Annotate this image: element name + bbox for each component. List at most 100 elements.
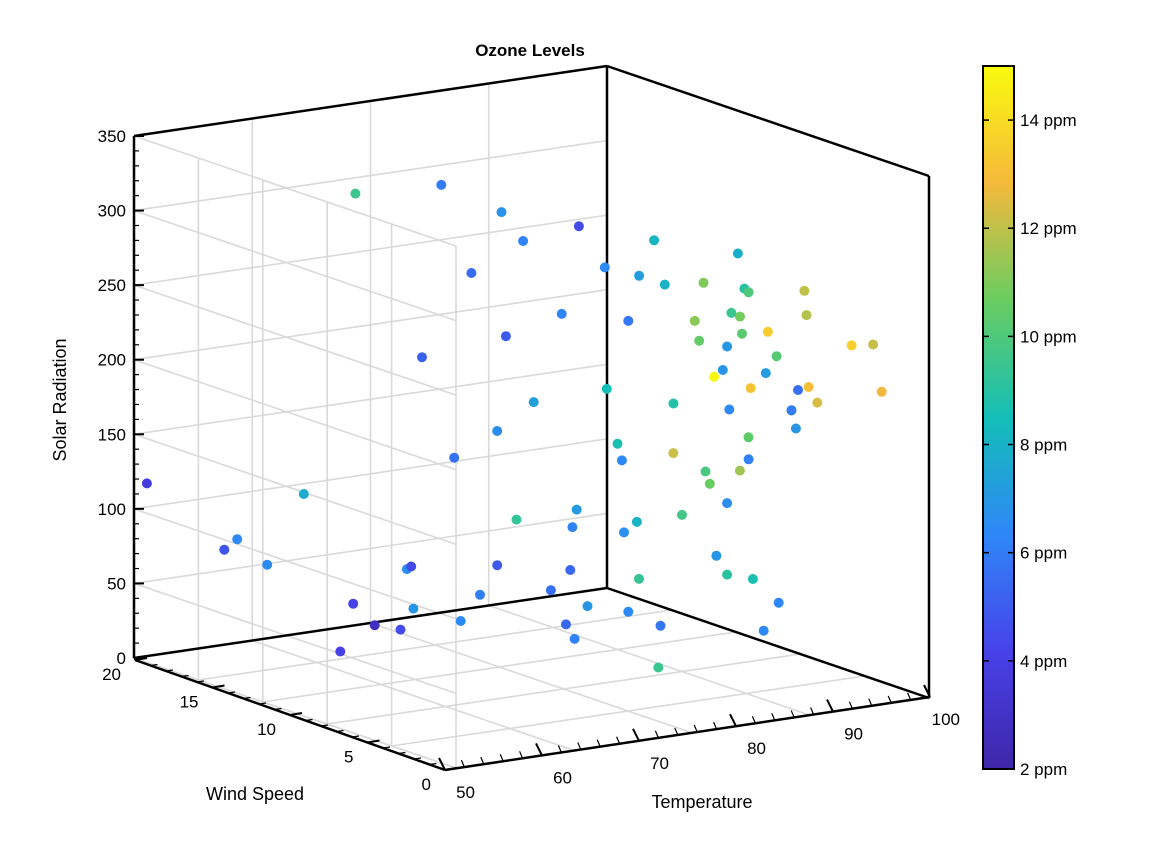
data-point: [616, 455, 627, 466]
z-axis-label: Solar Radiation: [50, 338, 70, 461]
data-point: [634, 270, 645, 281]
data-point: [717, 365, 728, 375]
data-point: [758, 625, 769, 636]
y-tick-label: 15: [180, 693, 199, 712]
data-point: [659, 279, 670, 290]
y-tick: [150, 663, 158, 667]
x-tick: [771, 713, 776, 721]
data-point: [747, 574, 758, 584]
y-tick-label: 20: [102, 665, 121, 684]
data-point: [700, 466, 711, 477]
y-tick: [336, 729, 344, 733]
data-point: [417, 352, 427, 363]
data-point: [219, 544, 230, 555]
axis-ticks: 0 50 100 150 200 250 300 350 0 5 10 15 20 50 60 70 80 90 1…: [98, 127, 960, 802]
data-point: [655, 620, 666, 631]
grid-lines: [133, 65, 930, 769]
x-tick: [577, 742, 582, 750]
grid-line: [133, 358, 457, 471]
x-tick: [616, 736, 621, 744]
data-point: [449, 452, 460, 463]
y-tick: [181, 674, 189, 678]
y-tick: [227, 691, 236, 694]
data-point: [408, 603, 419, 614]
y-tick: [196, 680, 205, 683]
y-tick: [429, 762, 437, 766]
grid-line: [133, 657, 457, 769]
data-point: [743, 432, 754, 443]
data-point: [455, 616, 466, 626]
colorbar-tick-label: 4 ppm: [1020, 652, 1067, 671]
data-point: [709, 371, 720, 382]
y-tick: [351, 735, 360, 738]
data-point: [790, 423, 801, 434]
data-point: [565, 565, 576, 575]
data-point: [492, 426, 503, 436]
data-point: [395, 624, 406, 635]
x-tick: [519, 751, 524, 759]
data-point: [619, 527, 629, 538]
data-point: [406, 561, 417, 572]
data-point: [599, 262, 610, 273]
data-point: [348, 598, 359, 609]
data-point: [803, 382, 814, 392]
data-point: [545, 585, 556, 596]
x-tick: [596, 739, 601, 747]
data-point: [812, 397, 823, 408]
grid-line: [251, 639, 575, 752]
y-tick-label: 5: [344, 748, 353, 767]
data-point: [846, 340, 857, 351]
z-tick-label: 200: [98, 351, 126, 370]
data-point: [141, 478, 152, 489]
x-tick: [438, 757, 446, 771]
data-point: [492, 560, 503, 571]
x-tick: [887, 695, 892, 704]
x-tick: [535, 742, 543, 756]
y-tick: [444, 767, 458, 771]
data-point: [732, 248, 743, 259]
y-tick: [413, 757, 422, 760]
y-tick-label: 10: [257, 720, 276, 739]
x-tick-label: 70: [650, 754, 669, 773]
y-axis-label: Wind Speed: [206, 784, 304, 804]
data-point: [704, 478, 715, 489]
x-tick-label: 80: [747, 739, 766, 758]
data-point: [743, 287, 754, 298]
data-point: [722, 498, 733, 509]
data-point: [561, 619, 571, 630]
colorbar: 2 ppm 4 ppm 6 ppm 8 ppm 10 ppm 12 ppm 14 ppm: [982, 65, 1077, 779]
data-point: [773, 597, 784, 608]
z-tick-label: 0: [117, 649, 126, 668]
data-point: [569, 633, 580, 644]
data-point: [762, 326, 773, 337]
grid-line: [133, 284, 457, 396]
data-point: [801, 310, 812, 321]
data-point: [722, 569, 733, 580]
data-point: [556, 308, 567, 319]
x-tick: [480, 756, 485, 765]
grid-line: [133, 582, 457, 695]
x-tick: [790, 710, 795, 718]
data-point: [634, 573, 644, 584]
y-tick: [320, 724, 329, 727]
data-point: [668, 398, 679, 409]
x-tick: [693, 724, 698, 733]
colorbar-tick-label: 6 ppm: [1020, 544, 1067, 563]
z-tick-label: 100: [98, 500, 126, 519]
data-point: [711, 550, 722, 561]
y-tick: [258, 702, 267, 705]
x-tick: [907, 692, 912, 701]
y-tick: [274, 707, 282, 711]
data-point: [653, 662, 664, 673]
x-tick: [713, 721, 718, 730]
axis-line: [606, 64, 930, 178]
x-tick-label: 50: [456, 783, 475, 802]
data-point: [511, 514, 522, 525]
data-point: [500, 331, 511, 342]
axis-line: [133, 64, 608, 138]
grid-line: [133, 214, 608, 286]
data-point: [668, 448, 679, 459]
x-tick: [923, 684, 931, 698]
data-point: [799, 285, 810, 296]
y-tick: [382, 746, 391, 749]
